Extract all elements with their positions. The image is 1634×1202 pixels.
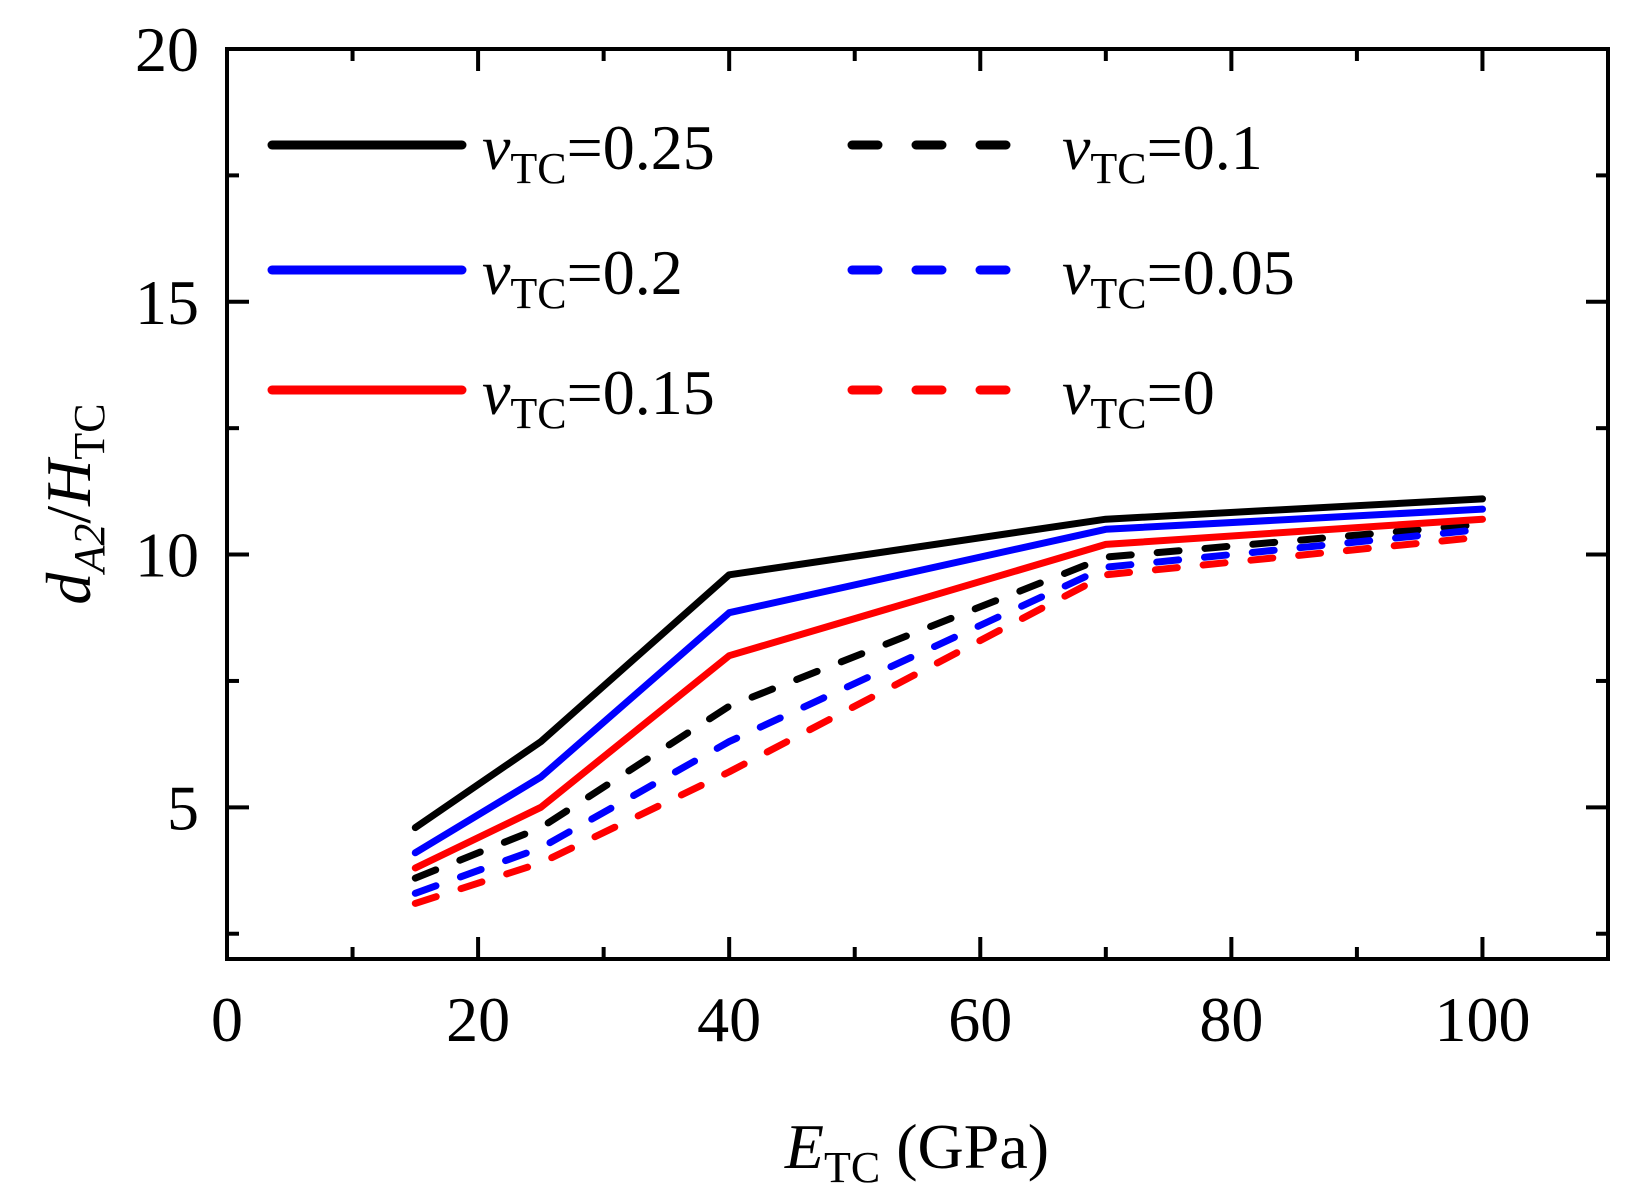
legend-label-symbol: v [482,357,511,428]
x-tick-label: 20 [446,984,510,1055]
y-axis-label-h: H [33,456,104,507]
legend-label-value: =0.25 [567,112,715,183]
y-tick-label: 10 [135,520,199,591]
legend-label-symbol: v [482,237,511,308]
legend-label-v-tc-0-1: vTC=0.1 [1062,112,1263,193]
legend: vTC=0.25vTC=0.2vTC=0.15vTC=0.1vTC=0.05vT… [267,112,1295,438]
legend-label-subscript: TC [510,389,566,438]
legend-label-v-tc-0-25: vTC=0.25 [482,112,715,193]
legend-label-v-tc-0-2: vTC=0.2 [482,237,683,318]
x-axis-label-subscript: TC [824,1143,880,1192]
y-tick-label: 5 [167,772,199,843]
x-axis-label: ETC (GPa) [784,1111,1049,1192]
axis-ticks [225,47,1608,959]
legend-label-v-tc-0: vTC=0 [1062,357,1215,438]
axis-tick-labels: 0 20 40 60 80 100 5 10 15 20 [135,14,1530,1055]
legend-label-symbol: v [1062,357,1091,428]
legend-label-subscript: TC [1090,389,1146,438]
plot-frame [225,47,1610,961]
x-axis-label-symbol: E [784,1111,824,1182]
legend-label-subscript: TC [510,269,566,318]
series-line-v-tc-0-15 [411,515,1486,872]
y-tick-label: 15 [135,267,199,338]
legend-label-value: =0.2 [567,237,683,308]
series-line-v-tc-0-1 [411,520,1486,882]
legend-label-subscript: TC [1090,144,1146,193]
y-axis-label-d: d [33,572,104,605]
legend-label-v-tc-0-05: vTC=0.05 [1062,237,1295,318]
x-tick-label: 60 [948,984,1012,1055]
legend-label-value: =0 [1147,357,1215,428]
series-line-v-tc-0-05 [411,525,1486,897]
legend-label-subscript: TC [510,144,566,193]
y-axis-label-d-subscript: A2 [65,524,114,576]
x-tick-label: 80 [1199,984,1263,1055]
x-tick-label: 100 [1434,984,1530,1055]
legend-label-value: =0.1 [1147,112,1263,183]
legend-label-v-tc-0-15: vTC=0.15 [482,357,715,438]
legend-label-symbol: v [482,112,511,183]
legend-label-subscript: TC [1090,269,1146,318]
legend-label-symbol: v [1062,237,1091,308]
series-line-v-tc-0-2 [411,505,1486,857]
x-axis-label-unit: (GPa) [880,1111,1049,1182]
legend-label-symbol: v [1062,112,1091,183]
legend-label-value: =0.05 [1147,237,1295,308]
x-tick-label: 40 [697,984,761,1055]
legend-label-value: =0.15 [567,357,715,428]
x-tick-label: 0 [211,984,243,1055]
plot-series [411,495,1486,907]
y-tick-label: 20 [135,14,199,85]
y-axis-label-h-subscript: TC [65,403,114,459]
series-line-v-tc-0-25 [411,495,1486,832]
series-line-v-tc-0 [411,533,1486,907]
y-axis-label: dA2/HTC [33,403,114,604]
y-axis-label-slash: / [33,506,104,524]
